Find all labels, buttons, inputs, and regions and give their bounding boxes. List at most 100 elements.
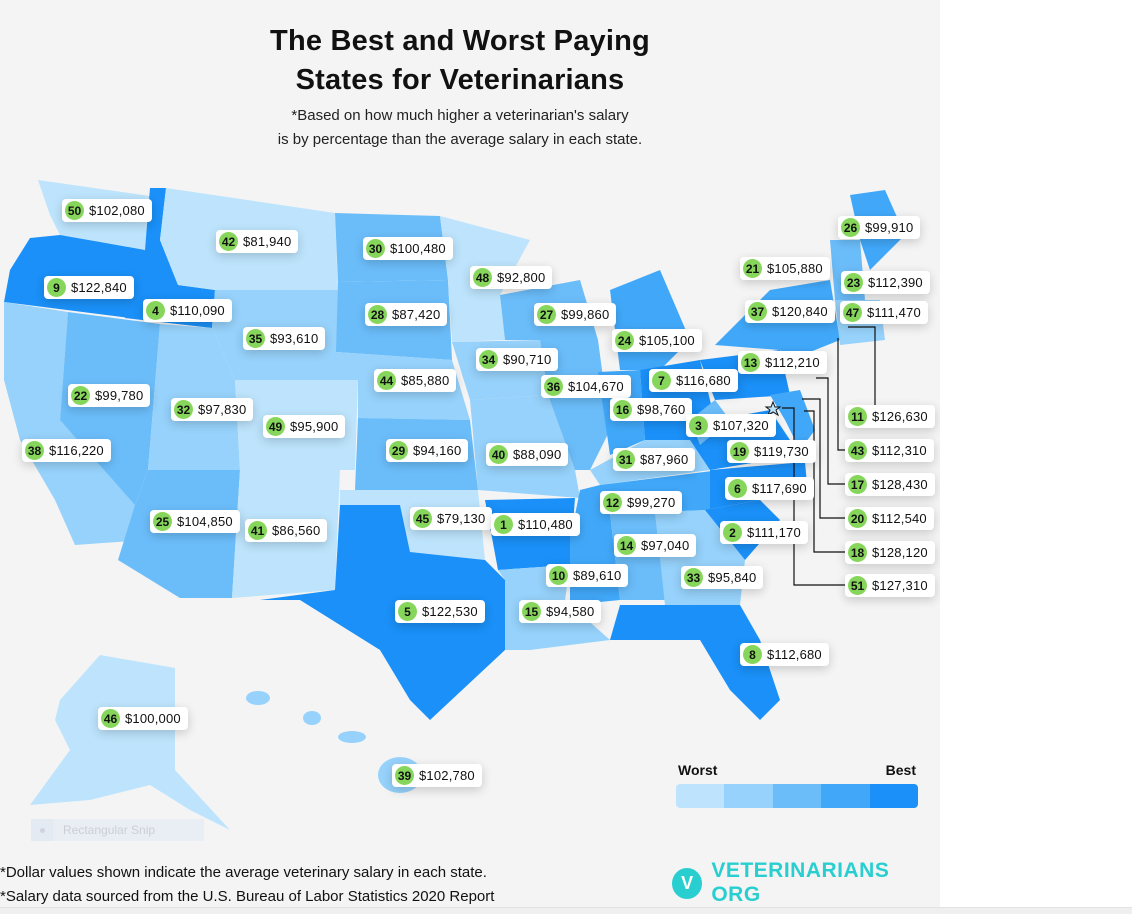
state-california xyxy=(4,302,150,545)
state-illinois xyxy=(540,340,610,470)
subtitle: *Based on how much higher a veterinarian… xyxy=(230,104,690,152)
salary-value: $107,320 xyxy=(713,418,769,433)
salary-value: $127,310 xyxy=(872,578,928,593)
rank-badge: 35 xyxy=(246,329,265,348)
state-label: 48 $92,800 xyxy=(470,266,553,289)
infographic-canvas: The Best and Worst Paying States for Vet… xyxy=(0,0,940,907)
state-label: 32 $97,830 xyxy=(171,398,254,421)
rank-badge: 23 xyxy=(844,273,863,292)
rank-badge: 13 xyxy=(741,353,760,372)
state-label: 9 $122,840 xyxy=(44,276,134,299)
state-label: 43 $112,310 xyxy=(845,439,934,462)
state-label: 4 $110,090 xyxy=(143,299,232,322)
salary-value: $97,040 xyxy=(641,538,690,553)
salary-value: $85,880 xyxy=(401,373,450,388)
state-label: 49 $95,900 xyxy=(263,415,346,438)
rank-badge: 49 xyxy=(266,417,285,436)
salary-value: $99,270 xyxy=(627,495,676,510)
salary-value: $99,910 xyxy=(865,220,914,235)
salary-value: $102,080 xyxy=(89,203,145,218)
state-label: 6 $117,690 xyxy=(725,477,814,500)
state-label: 38 $116,220 xyxy=(22,439,111,462)
state-label: 11 $126,630 xyxy=(845,405,935,428)
rank-badge: 51 xyxy=(848,576,867,595)
salary-value: $110,090 xyxy=(170,303,225,318)
salary-value: $104,670 xyxy=(568,379,624,394)
state-alaska xyxy=(30,655,230,830)
rank-badge: 14 xyxy=(617,536,636,555)
salary-value: $117,690 xyxy=(752,481,807,496)
rank-badge: 39 xyxy=(395,766,414,785)
state-label: 8 $112,680 xyxy=(740,643,829,666)
salary-value: $89,610 xyxy=(573,568,622,583)
state-label: 30 $100,480 xyxy=(363,237,453,260)
title-line-2: States for Veterinarians xyxy=(295,64,625,96)
rank-badge: 29 xyxy=(389,441,408,460)
state-label: 16 $98,760 xyxy=(610,398,693,421)
salary-value: $112,540 xyxy=(872,511,927,526)
state-florida xyxy=(610,605,780,720)
state-label: 2 $111,170 xyxy=(720,521,808,544)
rank-badge: 37 xyxy=(748,302,767,321)
rank-badge: 16 xyxy=(613,400,632,419)
state-label: 28 $87,420 xyxy=(365,303,448,326)
title-line-1: The Best and Worst Paying xyxy=(270,25,650,57)
legend-color-scale xyxy=(676,784,918,808)
state-label: 42 $81,940 xyxy=(216,230,299,253)
salary-value: $110,480 xyxy=(518,517,573,532)
state-label: 36 $104,670 xyxy=(541,375,631,398)
legend-swatch-2 xyxy=(724,784,773,808)
state-label: 37 $120,840 xyxy=(745,300,835,323)
rectangular-snip-overlay[interactable]: Rectangular Snip xyxy=(31,819,204,841)
rank-badge: 28 xyxy=(368,305,387,324)
window-bottom-edge xyxy=(0,907,1132,914)
rank-badge: 25 xyxy=(153,512,172,531)
salary-value: $99,780 xyxy=(95,388,144,403)
state-label: 39 $102,780 xyxy=(392,764,482,787)
rank-badge: 46 xyxy=(101,709,120,728)
state-label: 1 $110,480 xyxy=(491,513,580,536)
rank-badge: 3 xyxy=(689,416,708,435)
star-icon xyxy=(764,400,782,417)
rank-badge: 45 xyxy=(413,509,432,528)
salary-value: $98,760 xyxy=(637,402,686,417)
rank-badge: 50 xyxy=(65,201,84,220)
salary-value: $111,470 xyxy=(867,305,921,320)
salary-value: $105,880 xyxy=(767,261,823,276)
brand-name: VETERINARIANS ORG xyxy=(711,859,890,906)
salary-value: $122,840 xyxy=(71,280,127,295)
state-label: 13 $112,210 xyxy=(738,351,827,374)
rank-badge: 22 xyxy=(71,386,90,405)
state-idaho xyxy=(125,188,215,328)
state-label: 27 $99,860 xyxy=(534,303,617,326)
rank-badge: 8 xyxy=(743,645,762,664)
rank-badge: 41 xyxy=(248,521,267,540)
state-label: 31 $87,960 xyxy=(613,448,696,471)
salary-value: $87,420 xyxy=(392,307,441,322)
salary-value: $105,100 xyxy=(639,333,695,348)
state-michigan xyxy=(610,270,690,370)
rank-badge: 9 xyxy=(47,278,66,297)
salary-value: $112,390 xyxy=(868,275,923,290)
state-label: 18 $128,120 xyxy=(845,541,935,564)
subtitle-line-2: is by percentage than the average salary… xyxy=(277,131,643,148)
rank-badge: 31 xyxy=(616,450,635,469)
rank-badge: 7 xyxy=(652,371,671,390)
rank-badge: 34 xyxy=(479,350,498,369)
state-mid-atlantic xyxy=(770,390,815,450)
salary-value: $93,610 xyxy=(270,331,319,346)
snip-label: Rectangular Snip xyxy=(63,823,156,837)
state-label: 44 $85,880 xyxy=(374,369,457,392)
salary-value: $128,120 xyxy=(872,545,928,560)
veterinarians-logo-icon: V xyxy=(672,867,703,899)
state-label: 17 $128,430 xyxy=(845,473,935,496)
rank-badge: 48 xyxy=(473,268,492,287)
footnote-source: *Salary data sourced from the U.S. Burea… xyxy=(0,888,495,905)
salary-value: $112,680 xyxy=(767,647,822,662)
salary-value: $81,940 xyxy=(243,234,292,249)
hawaii-island-2 xyxy=(303,711,321,725)
rank-badge: 43 xyxy=(848,441,867,460)
legend-swatch-1 xyxy=(676,784,725,808)
salary-value: $86,560 xyxy=(272,523,321,538)
hawaii-island-1 xyxy=(246,691,270,705)
